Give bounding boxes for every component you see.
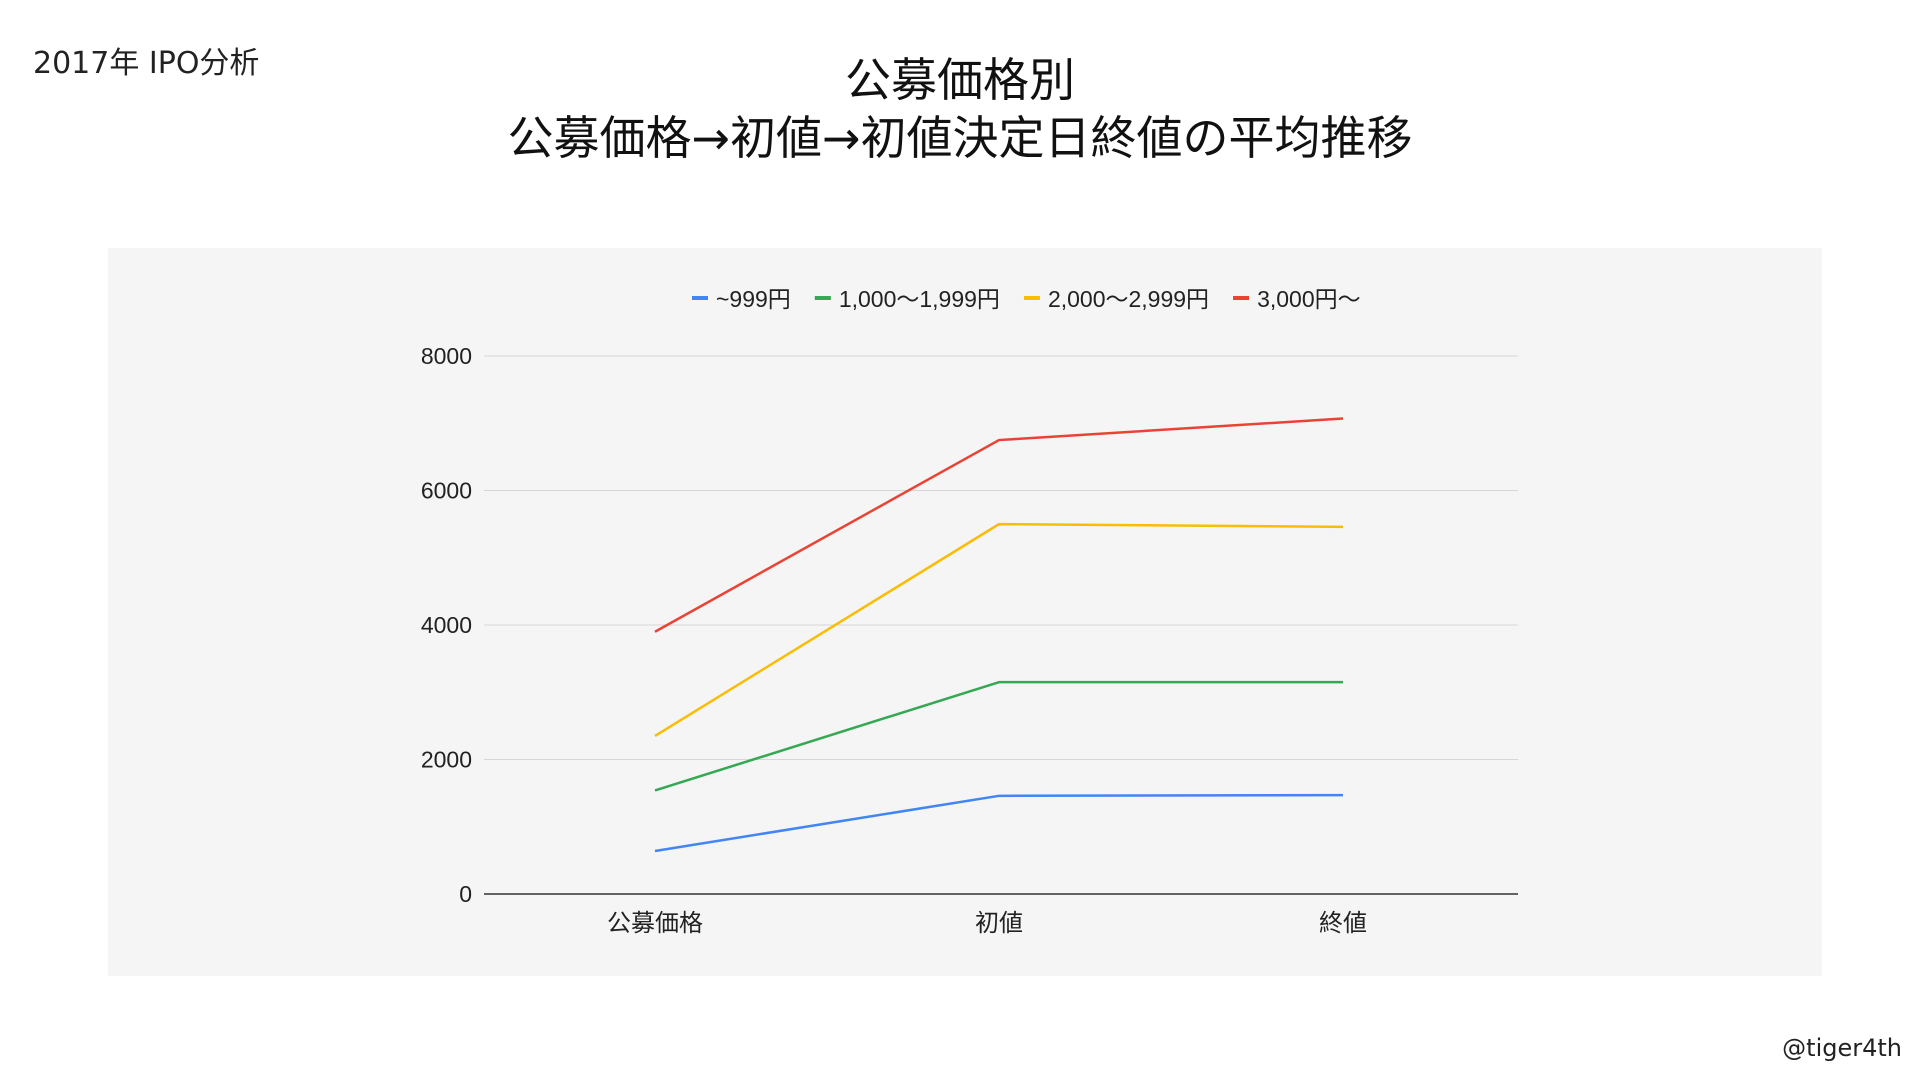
author-handle: @tiger4th — [1782, 1034, 1902, 1062]
line-chart: 0 2000 4000 6000 8000 公募価格 初値 終値 ~999円 1,000～1,99… — [421, 286, 1518, 937]
y-tick-label: 6000 — [421, 478, 472, 504]
legend-label: 3,000円～ — [1257, 286, 1361, 312]
series-line-2 — [654, 522, 1344, 738]
x-tick-label: 公募価格 — [607, 910, 703, 937]
legend-label: 2,000～2,999円 — [1048, 286, 1209, 312]
legend-label: 1,000～1,999円 — [839, 286, 1000, 312]
legend-label: ~999円 — [716, 286, 791, 312]
page-title-line1: 公募価格別 — [845, 53, 1075, 107]
corner-label: 2017年 IPO分析 — [33, 46, 260, 81]
series-line-1 — [654, 680, 1343, 792]
x-tick-label: 初値 — [975, 910, 1023, 937]
y-tick-label: 4000 — [421, 612, 472, 638]
y-tick-label: 2000 — [421, 747, 472, 773]
chart-panel: 0 2000 4000 6000 8000 公募価格 初値 終値 ~999円 1,000～1,99… — [108, 248, 1822, 976]
y-tick-label: 8000 — [421, 343, 472, 369]
y-tick-label: 0 — [459, 881, 472, 907]
page-title-line2: 公募価格→初値→初値決定日終値の平均推移 — [507, 111, 1413, 165]
series-line-0 — [654, 793, 1344, 853]
x-tick-label: 終値 — [1319, 910, 1367, 937]
